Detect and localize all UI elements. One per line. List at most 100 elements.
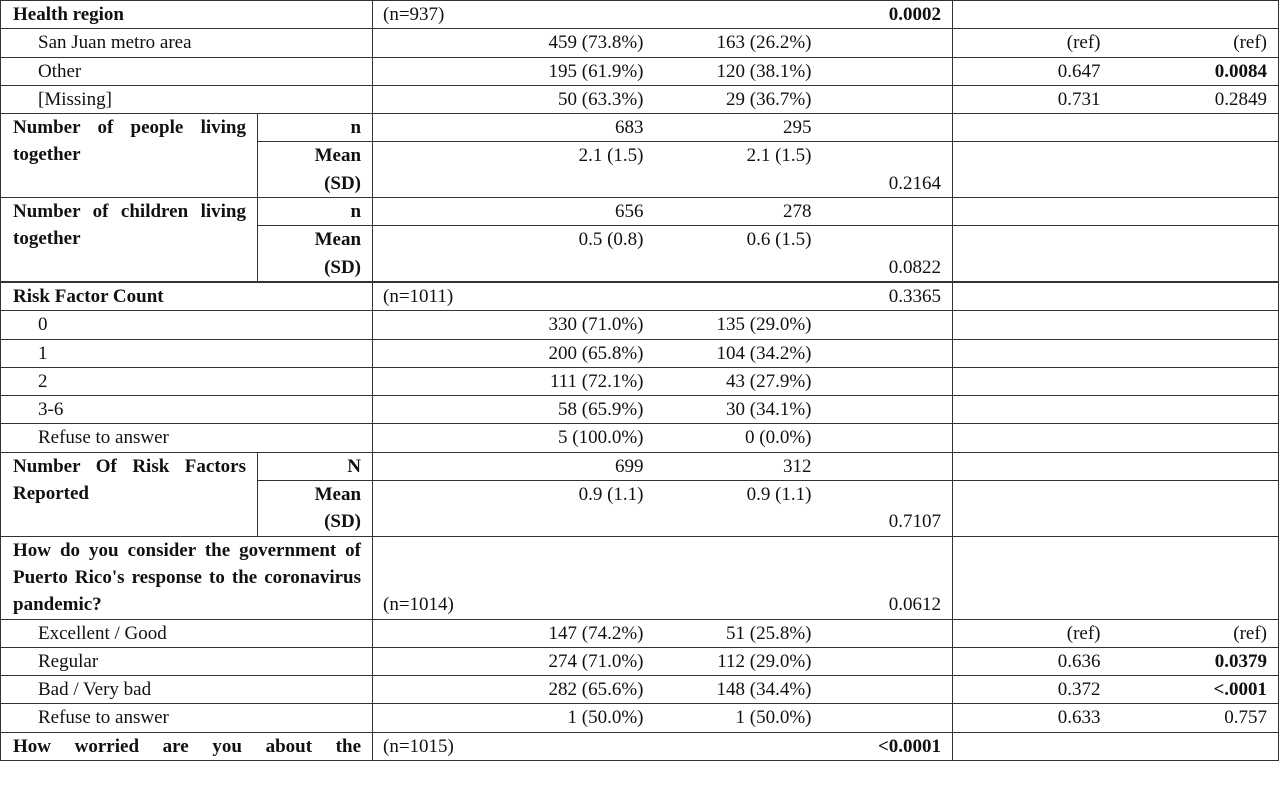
- p-value: 0.2164: [820, 141, 953, 199]
- p-value: 0.0612: [820, 535, 953, 620]
- value-cell: 278: [652, 197, 821, 227]
- p-value: [820, 618, 953, 648]
- odds-ratio: 0.636: [952, 646, 1111, 677]
- p-value: [820, 366, 953, 397]
- n-cell: (n=937): [372, 0, 481, 30]
- p2-cell: [1110, 113, 1280, 143]
- p2-cell: [1110, 480, 1280, 537]
- n-cell: (n=1015): [372, 731, 481, 762]
- value-cell: 0.6 (1.5): [652, 225, 821, 282]
- row-label: Number of children living together: [0, 197, 258, 282]
- p-value: [820, 675, 953, 705]
- item-row: [Missing] 50 (63.3%) 29 (36.7%) 0.731 0.2849: [0, 84, 1280, 115]
- odds-ratio: [952, 423, 1111, 453]
- n-cell: [372, 451, 481, 482]
- p2-value: [1110, 338, 1280, 368]
- p-value: 0.0002: [820, 0, 953, 30]
- value-cell: 120 (38.1%): [652, 56, 821, 86]
- value-cell: 274 (71.0%): [480, 646, 653, 677]
- value-cell: [480, 0, 653, 30]
- or-cell: [952, 480, 1111, 537]
- value-cell: [652, 535, 821, 620]
- value-cell: 200 (65.8%): [480, 338, 653, 368]
- item-row: 1 200 (65.8%) 104 (34.2%): [0, 338, 1280, 368]
- table-body: Health region (n=937) 0.0002 San Juan metro…: [0, 0, 1280, 762]
- row-label: 1: [0, 338, 373, 368]
- odds-ratio: [952, 338, 1111, 368]
- n-cell: [372, 703, 481, 733]
- row-label: San Juan metro area: [0, 28, 373, 58]
- value-cell: 112 (29.0%): [652, 646, 821, 677]
- value-cell: 163 (26.2%): [652, 28, 821, 58]
- odds-ratio: [952, 310, 1111, 340]
- p-value: [820, 84, 953, 115]
- row-label: Refuse to answer: [0, 703, 373, 733]
- heading-row: Risk Factor Count (n=1011) 0.3365: [0, 281, 1280, 312]
- p-value: [820, 703, 953, 733]
- p-value: 0.7107: [820, 480, 953, 537]
- value-cell: 1 (50.0%): [480, 703, 653, 733]
- p-value: [820, 423, 953, 453]
- or-cell: [952, 197, 1111, 227]
- p2-value: 0.0084: [1110, 56, 1280, 86]
- stat-label: Mean (SD): [257, 141, 373, 199]
- value-cell: 30 (34.1%): [652, 395, 821, 425]
- p2-value: [1110, 366, 1280, 397]
- value-cell: 0.9 (1.1): [480, 480, 653, 537]
- n-cell: [372, 338, 481, 368]
- odds-ratio: 0.372: [952, 675, 1111, 705]
- n-cell: [372, 646, 481, 677]
- value-cell: 111 (72.1%): [480, 366, 653, 397]
- odds-ratio: [952, 535, 1111, 620]
- stat-label: Mean (SD): [257, 480, 373, 537]
- row-label: Excellent / Good: [0, 618, 373, 648]
- odds-ratio: 0.647: [952, 56, 1111, 86]
- row-label: Number of people living together: [0, 113, 258, 199]
- value-cell: 1 (50.0%): [652, 703, 821, 733]
- n-cell: [372, 113, 481, 143]
- or-cell: [952, 141, 1111, 199]
- value-cell: [652, 281, 821, 312]
- value-cell: 43 (27.9%): [652, 366, 821, 397]
- measure-row: Mean (SD) 0.5 (0.8) 0.6 (1.5) 0.0822: [1, 225, 1280, 282]
- row-label: Refuse to answer: [0, 423, 373, 453]
- row-label: How worried are you about the: [0, 731, 373, 762]
- p-value: [820, 56, 953, 86]
- row-label: 0: [0, 310, 373, 340]
- heading-row: Health region (n=937) 0.0002: [0, 0, 1280, 30]
- or-cell: [952, 225, 1111, 282]
- value-cell: 295: [652, 113, 821, 143]
- odds-ratio: 0.633: [952, 703, 1111, 733]
- value-cell: 312: [652, 451, 821, 482]
- value-cell: 0.9 (1.1): [652, 480, 821, 537]
- value-cell: 51 (25.8%): [652, 618, 821, 648]
- odds-ratio: 0.731: [952, 84, 1111, 115]
- stat-label: Mean (SD): [257, 225, 373, 282]
- p2-cell: [1110, 225, 1280, 282]
- p-value: [820, 451, 953, 482]
- n-cell: [372, 618, 481, 648]
- stat-label: N: [257, 451, 373, 482]
- measure-row: Number of children living together n 656 27…: [0, 197, 1280, 282]
- item-row: Regular 274 (71.0%) 112 (29.0%) 0.636 0.0379: [0, 646, 1280, 677]
- results-table: Health region (n=937) 0.0002 San Juan metro…: [0, 0, 1280, 762]
- p-value: [820, 197, 953, 227]
- value-cell: 147 (74.2%): [480, 618, 653, 648]
- p2-value: [1110, 423, 1280, 453]
- value-cell: [480, 535, 653, 620]
- heading-row: How do you consider the government of Pu…: [0, 535, 1280, 620]
- odds-ratio: [952, 0, 1111, 30]
- value-cell: 0 (0.0%): [652, 423, 821, 453]
- item-row: Bad / Very bad 282 (65.6%) 148 (34.4%) 0.37…: [0, 675, 1280, 705]
- n-cell: [372, 480, 481, 537]
- p-value: 0.3365: [820, 281, 953, 312]
- stat-label: n: [257, 197, 373, 227]
- p2-value: [1110, 0, 1280, 30]
- stat-label: n: [257, 113, 373, 143]
- odds-ratio: (ref): [952, 618, 1111, 648]
- n-cell: [372, 56, 481, 86]
- value-cell: 58 (65.9%): [480, 395, 653, 425]
- odds-ratio: [952, 395, 1111, 425]
- n-cell: (n=1011): [372, 281, 481, 312]
- value-cell: [652, 731, 821, 762]
